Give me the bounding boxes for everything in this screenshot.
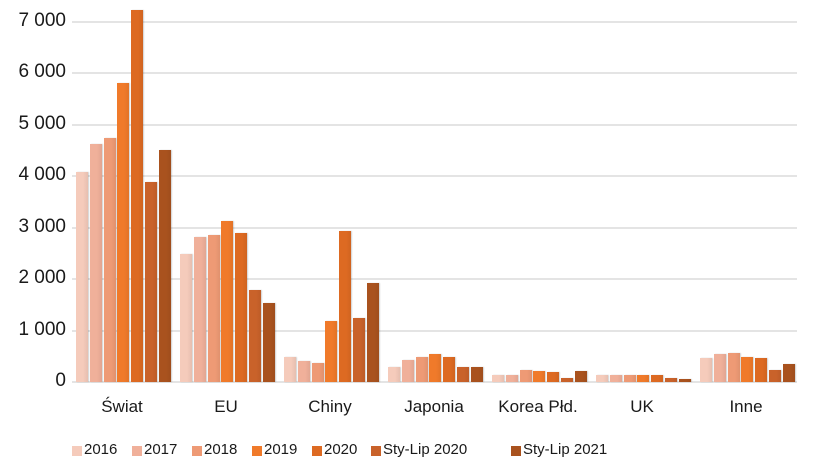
bar [547,372,560,382]
bar [193,237,206,382]
legend-item: 2020 [312,438,357,458]
bar [651,375,664,382]
x-tick-label: Japonia [404,397,464,416]
legend-label: Sty-Lip 2021 [523,441,608,458]
bar [325,320,338,382]
legend-item: Sty-Lip 2021 [511,438,607,458]
bar [505,374,518,382]
y-tick-label: 4 000 [18,164,66,186]
bar [353,317,365,382]
bar [235,232,248,382]
bar [401,360,414,382]
legend-label: 2018 [204,441,238,458]
bar [158,149,171,382]
bar [492,374,504,382]
gridline [72,72,797,75]
x-tick-label: EU [214,397,238,416]
bar [131,9,144,382]
y-tick-label: 5 000 [18,112,66,134]
legend-label: 2019 [264,441,298,458]
y-tick-label: 2 000 [18,267,66,289]
x-tick-label: Świat [101,397,143,416]
legend-swatch-icon [371,446,381,456]
legend-item: 2017 [132,438,177,458]
y-tick-label: 0 [55,370,66,391]
gridline [72,381,797,383]
legend-item: Sty-Lip 2020 [371,438,467,458]
gridline [72,20,797,23]
legend-label: 2020 [324,441,358,458]
bar [103,138,116,382]
bar [262,302,275,382]
bar [741,357,754,382]
bar [443,357,456,382]
bar [180,253,192,382]
bar [637,375,650,382]
bar [366,282,379,382]
bar [297,361,310,382]
bar [561,377,573,382]
bar [782,363,795,382]
bar [117,82,130,382]
y-tick-label: 3 000 [18,215,66,237]
y-tick-label: 1 000 [18,318,66,340]
legend-label: 2016 [84,441,118,458]
bar [713,353,726,382]
bar [769,369,781,382]
bar [609,375,622,382]
bar [623,375,636,382]
bar [755,358,768,382]
bar [415,357,428,382]
bar [596,375,608,382]
bar [678,379,691,382]
bar [429,353,442,382]
x-tick-label: Korea Płd. [498,397,578,416]
bar [665,377,677,382]
legend: 2016 2017 2018 2019 2020 Sty-Lip 2020 Sty-Lip … [0,438,820,460]
bar [574,370,587,382]
gridline [72,175,797,178]
legend-swatch-icon [72,446,82,456]
bar [284,356,296,382]
bar [207,235,220,382]
bar [388,366,400,382]
bar [76,171,88,382]
legend-swatch-icon [192,446,202,456]
y-tick-label: 7 000 [18,9,66,31]
legend-label: Sty-Lip 2020 [383,441,468,458]
x-tick-label: Chiny [308,397,352,416]
legend-item: 2019 [252,438,297,458]
bar [89,143,102,382]
legend-swatch-icon [312,446,322,456]
bar [533,370,546,382]
gridline [72,123,797,126]
x-tick-label: UK [630,397,654,416]
bar [221,220,234,382]
legend-label: 2017 [144,441,178,458]
gridline [72,278,797,281]
legend-swatch-icon [132,446,142,456]
bar [145,182,157,382]
bar [470,366,483,382]
bar [519,369,532,382]
gridline [72,226,797,229]
x-tick-label: Inne [729,397,763,416]
legend-swatch-icon [252,446,262,456]
bar [339,231,352,382]
gridline [72,329,797,332]
legend-item: 2016 [72,438,117,458]
bar [457,366,469,382]
bar [700,358,712,382]
bar [727,352,740,382]
bar [249,290,261,382]
y-tick-label: 6 000 [18,61,66,83]
bar [311,362,324,382]
legend-swatch-icon [511,446,521,456]
legend-item: 2018 [192,438,237,458]
